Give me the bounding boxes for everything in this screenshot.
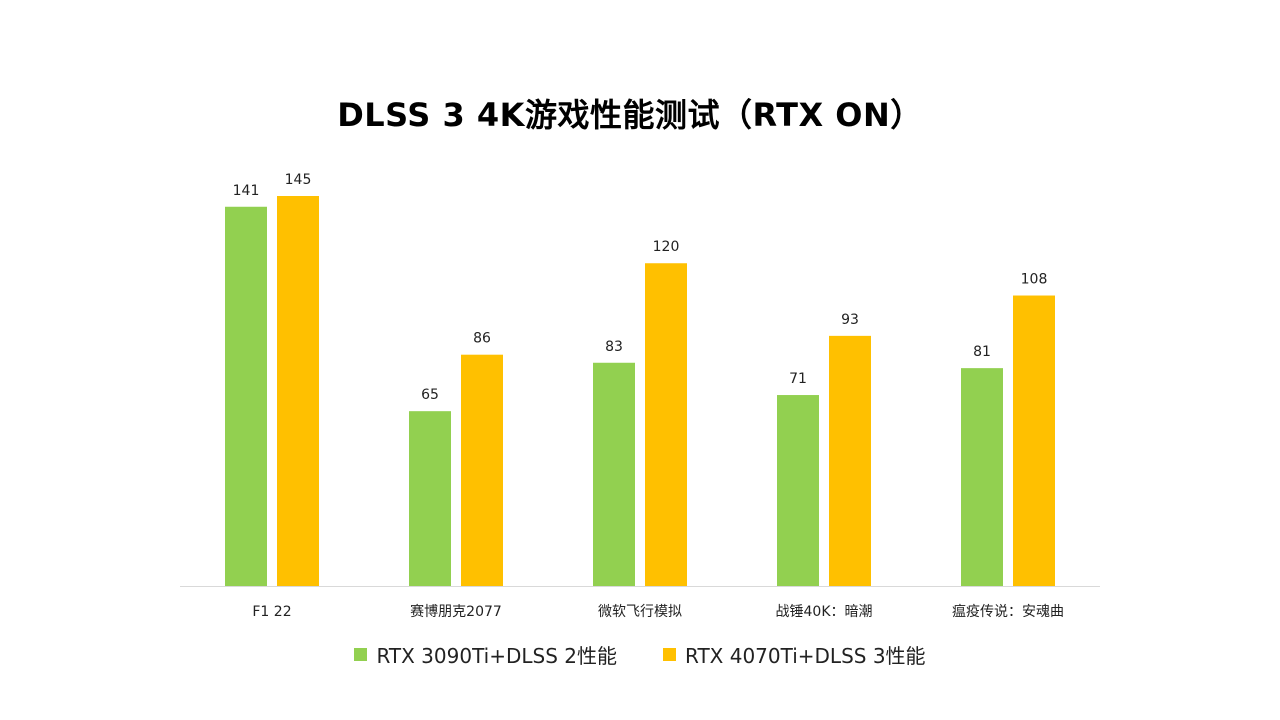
data-label-series2-cat1: 145 [285, 172, 312, 188]
data-label-series1-cat2: 65 [421, 387, 439, 403]
legend-item-series1: RTX 3090Ti+DLSS 2性能 [354, 640, 617, 669]
x-tick-label: 战锤40K：暗潮 [776, 604, 873, 620]
chart-title: DLSS 3 4K游戏性能测试（RTX ON） [337, 96, 923, 134]
data-label-series2-cat3: 120 [653, 239, 680, 255]
bar-series1-cat5 [961, 368, 1003, 586]
legend: RTX 3090Ti+DLSS 2性能 RTX 4070Ti+DLSS 3性能 [0, 640, 1280, 669]
bar-series2-cat2 [461, 354, 503, 586]
bar-series2-cat5 [1013, 295, 1055, 586]
legend-label: RTX 3090Ti+DLSS 2性能 [376, 644, 617, 668]
legend-label: RTX 4070Ti+DLSS 3性能 [685, 644, 926, 668]
legend-item-series2: RTX 4070Ti+DLSS 3性能 [663, 640, 926, 669]
data-label-series1-cat1: 141 [233, 183, 260, 199]
data-label-series1-cat3: 83 [605, 339, 623, 355]
bar-series2-cat3 [645, 263, 687, 586]
data-label-series1-cat5: 81 [973, 344, 991, 360]
legend-swatch [354, 648, 368, 661]
data-label-series2-cat2: 86 [473, 331, 491, 347]
bar-series1-cat2 [409, 411, 451, 586]
x-tick-label: 瘟疫传说：安魂曲 [952, 603, 1064, 620]
bar-series1-cat1 [225, 206, 267, 587]
x-tick-label: 微软飞行模拟 [598, 604, 682, 620]
bar-series2-cat1 [277, 196, 319, 586]
bar-series2-cat4 [829, 335, 871, 586]
legend-swatch [663, 648, 676, 661]
x-tick-label: F1 22 [252, 604, 291, 620]
data-label-series2-cat4: 93 [841, 312, 859, 328]
x-tick-label: 赛博朋克2077 [410, 603, 502, 620]
data-label-series2-cat5: 108 [1021, 272, 1048, 288]
bar-series1-cat3 [593, 362, 635, 586]
bar-series1-cat4 [777, 395, 819, 586]
data-label-series1-cat4: 71 [789, 371, 807, 387]
